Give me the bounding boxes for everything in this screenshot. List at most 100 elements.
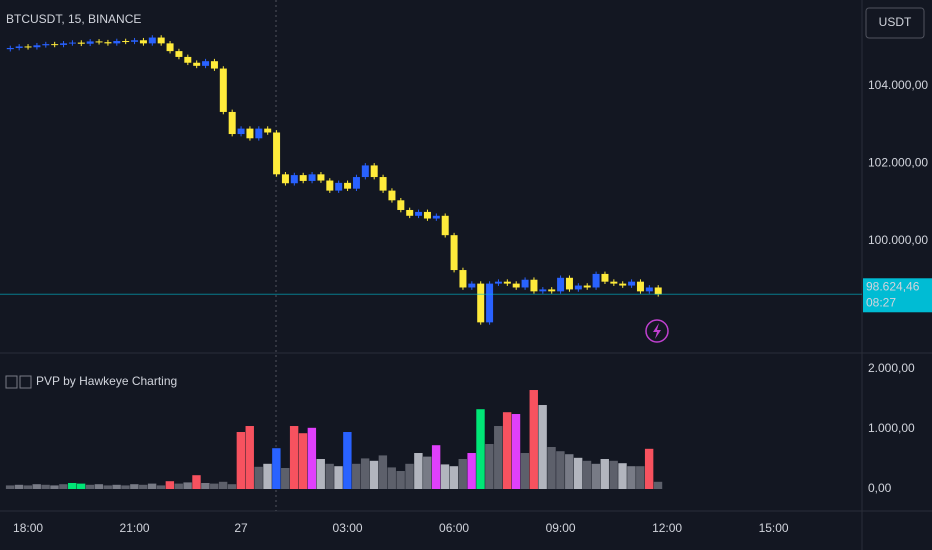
volume-bar (272, 448, 281, 490)
volume-bar (50, 485, 59, 490)
indicator-title: PVP by Hawkeye Charting (36, 374, 177, 388)
candle-body (432, 215, 440, 219)
volume-bar (201, 483, 210, 490)
candle-body (15, 46, 23, 49)
volume-bar (103, 485, 112, 490)
candle-body (308, 174, 316, 181)
alert-bolt[interactable] (653, 323, 661, 339)
candle-body (610, 281, 618, 284)
currency-button[interactable] (865, 7, 925, 39)
candle-body (619, 283, 627, 286)
volume-bar (23, 485, 33, 490)
candle-body (406, 209, 414, 216)
volume-bar (59, 484, 68, 490)
volume-bar (502, 412, 512, 490)
y-tick-label: 2.000,00 (868, 361, 915, 375)
volume-bar (369, 460, 379, 490)
candle-body (628, 281, 636, 286)
candle-body (379, 177, 387, 191)
volume-bar (165, 481, 175, 490)
candle-body (468, 283, 476, 288)
volume-bar (547, 447, 556, 490)
volume-bar (68, 483, 77, 490)
volume-bar (529, 390, 538, 490)
volume-bar (316, 459, 325, 490)
volume-bar (307, 427, 317, 490)
currency[interactable]: USDT (879, 15, 912, 29)
volume-bar (600, 459, 609, 490)
volume-bar (41, 484, 50, 490)
volume-bar (14, 484, 24, 490)
candle-body (450, 235, 458, 271)
candle-body (423, 211, 431, 219)
volume-bar (156, 485, 166, 490)
candle-body (548, 289, 556, 292)
candle-body (193, 62, 201, 66)
candle-body (335, 182, 343, 191)
candle-body (344, 182, 352, 189)
volume-bar (76, 483, 86, 490)
volume-bar (476, 409, 485, 490)
candle-body (6, 48, 14, 50)
x-tick-label: 21:00 (120, 521, 150, 535)
candle-body (77, 42, 85, 44)
x-tick-label: 27 (234, 521, 248, 535)
candle-body (86, 41, 94, 44)
x-tick-label: 15:00 (759, 521, 789, 535)
candle-body (299, 175, 307, 181)
volume-bar (281, 468, 290, 490)
volume-bar (627, 466, 636, 490)
x-tick-label: 06:00 (439, 521, 469, 535)
volume-bar (343, 432, 352, 490)
candle-body (228, 111, 236, 135)
indicator-icon (5, 375, 18, 389)
candle-body (273, 132, 281, 175)
candle-body (352, 177, 360, 189)
volume-bar (440, 464, 450, 490)
candle-body (326, 180, 334, 191)
volume-bar (449, 466, 459, 490)
alert-circle[interactable] (645, 319, 669, 343)
volume-bar (121, 485, 130, 490)
volume-bar (458, 459, 467, 490)
volume-bar (360, 458, 370, 490)
volume-bar (556, 451, 565, 490)
volume-bar (485, 444, 494, 490)
volume-bar (32, 484, 41, 490)
candle-body (175, 51, 183, 57)
volume-bar (538, 405, 547, 490)
volume-bar (511, 414, 521, 490)
candle-body (583, 285, 591, 288)
candle-body (477, 283, 485, 323)
volume-bar (423, 456, 432, 490)
candle-body (95, 41, 103, 43)
volume-bar (5, 485, 15, 490)
candle-body (264, 128, 272, 133)
volume-bar (325, 463, 334, 490)
candle-body (51, 44, 59, 46)
candle-body (237, 128, 245, 135)
candle-body (530, 279, 538, 292)
volume-bar (174, 483, 183, 490)
y-tick-label: 102.000,00 (868, 156, 928, 170)
candle-body (255, 128, 263, 139)
candle-body (42, 44, 50, 46)
y-tick-label: 1.000,00 (868, 421, 915, 435)
candle-body (592, 273, 600, 288)
volume-bar (573, 457, 583, 490)
volume-bar (147, 483, 157, 490)
volume-bar (85, 484, 95, 490)
candle-body (503, 281, 511, 284)
symbol-title: BTCUSDT, 15, BINANCE (6, 12, 141, 26)
volume-bar (192, 475, 201, 490)
candle-body (60, 43, 68, 45)
volume-bar (609, 460, 618, 490)
countdown: 08:27 (866, 295, 896, 309)
volume-bar (378, 455, 388, 490)
alert-icon[interactable] (645, 319, 669, 343)
candle-body (521, 279, 529, 288)
candle-body (317, 174, 325, 181)
candle-body (512, 283, 520, 288)
volume-bar (431, 445, 441, 490)
